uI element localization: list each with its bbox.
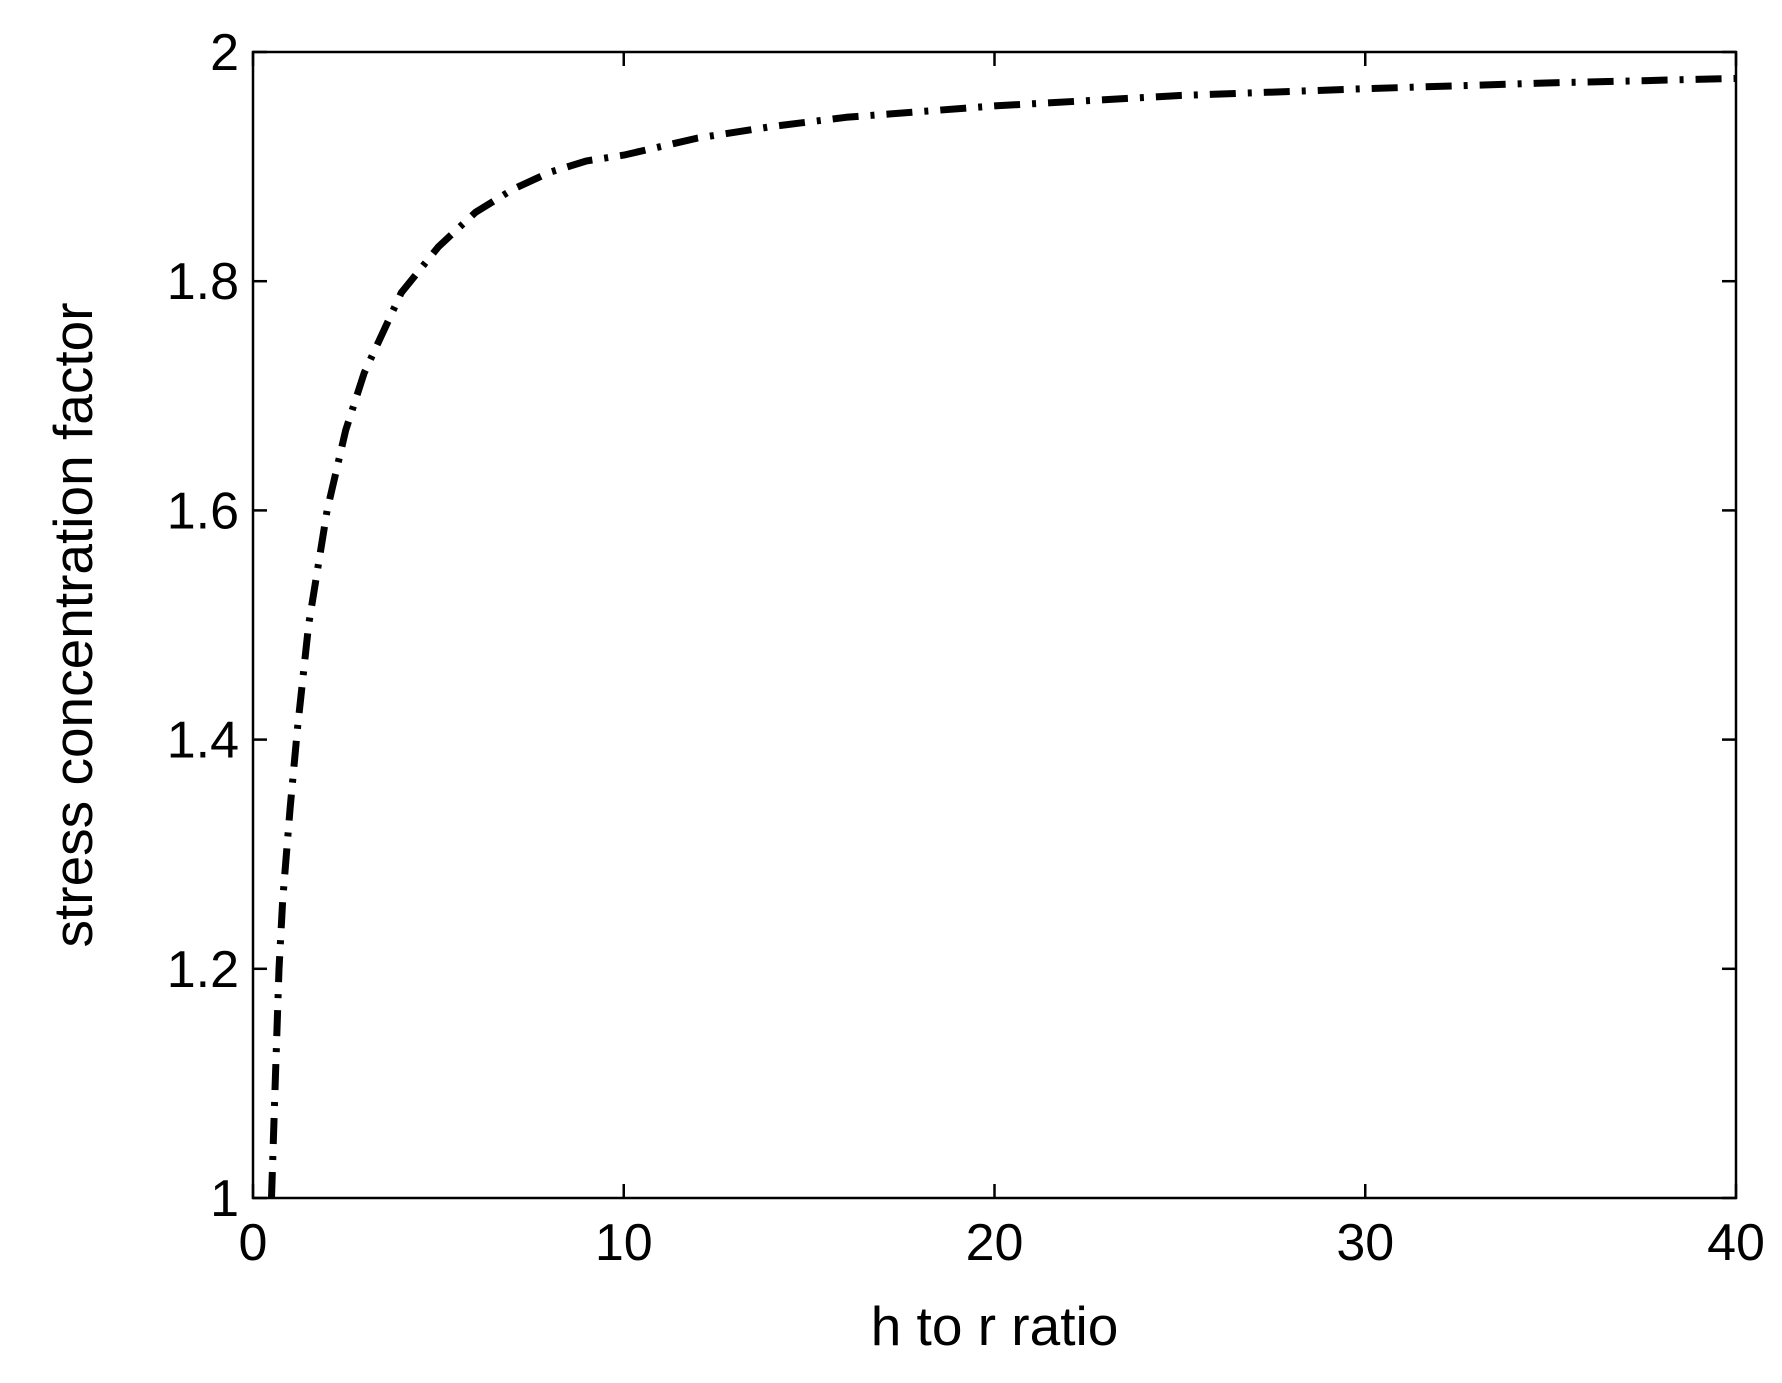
axis-ticks — [251, 50, 1738, 1200]
x-tick-label: 40 — [1707, 1214, 1765, 1272]
y-tick-label: 1.4 — [167, 712, 239, 770]
y-tick-label: 1 — [210, 1170, 239, 1228]
y-tick-label: 2 — [210, 24, 239, 82]
y-tick-label: 1.6 — [167, 482, 239, 540]
y-axis-title: stress concentration factor — [42, 302, 104, 947]
x-axis-title: h to r ratio — [871, 1295, 1119, 1357]
x-tick-label: 30 — [1336, 1214, 1394, 1272]
series-line — [268, 74, 1737, 1199]
y-tick-label: 1.2 — [167, 941, 239, 999]
tick-labels: 0 10 20 30 40 1 1.2 1.4 1.6 1.8 2 — [167, 24, 1765, 1272]
x-tick-label: 10 — [595, 1214, 653, 1272]
x-tick-label: 20 — [966, 1214, 1024, 1272]
x-tick-label: 0 — [239, 1214, 268, 1272]
y-tick-label: 1.8 — [167, 253, 239, 311]
